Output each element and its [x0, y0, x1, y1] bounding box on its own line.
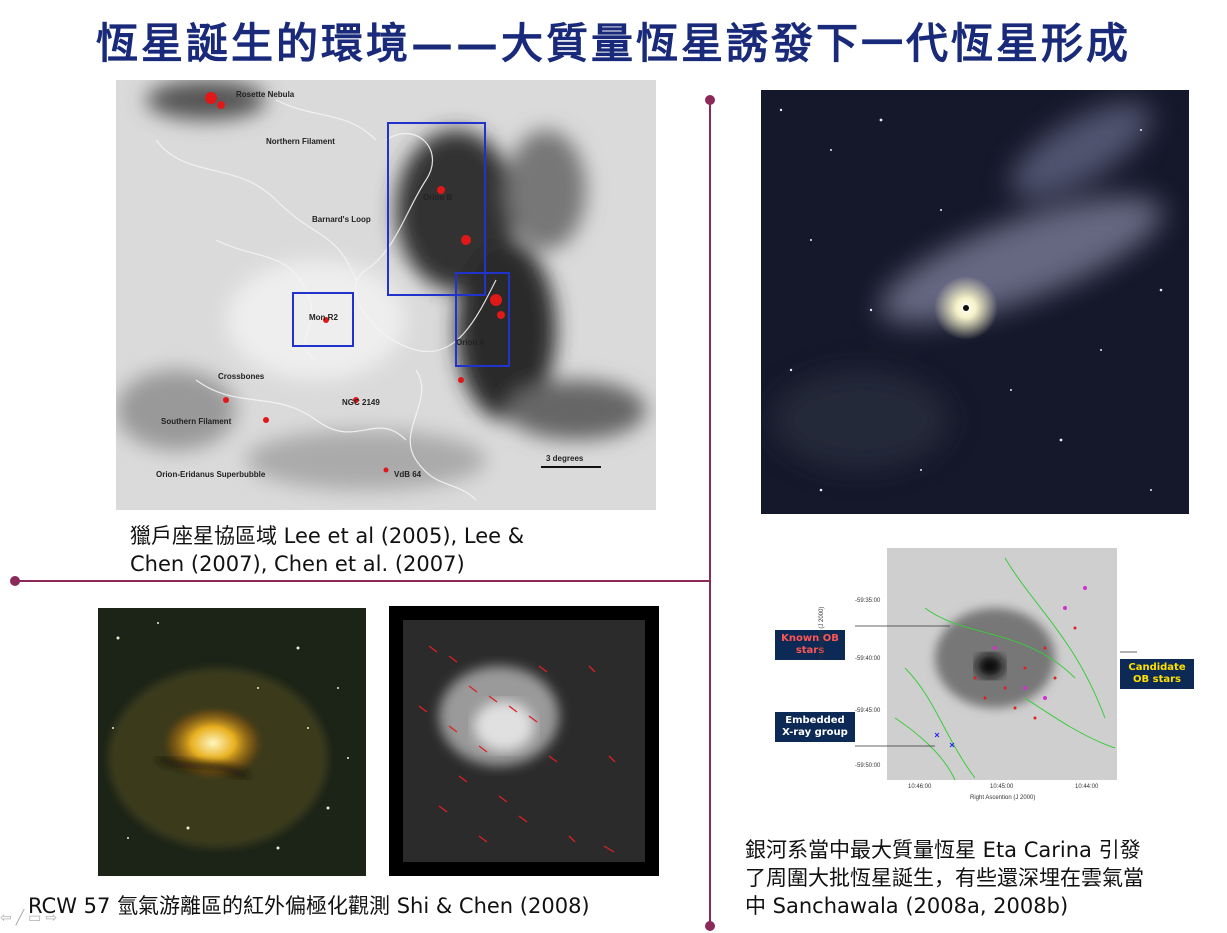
label-northern-filament: Northern Filament	[266, 137, 335, 146]
eta-caption-line3: 中 Sanchawala (2008a, 2008b)	[745, 894, 1069, 918]
slide-nav: ⇦╱▭⇨	[0, 910, 61, 926]
ytick-3: -59:45:00	[855, 708, 881, 714]
legend-known-ob: Known OB stars	[775, 630, 845, 660]
eta-caption-line2: 了周圍大批恆星誕生，有些還深埋在雲氣當	[745, 866, 1144, 890]
eta-carina-image	[761, 90, 1189, 514]
next-arrow-icon[interactable]: ⇨	[45, 910, 62, 926]
menu-icon[interactable]: ▭	[28, 910, 46, 926]
orion-caption-line2: Chen (2007), Chen et al. (2007)	[130, 552, 465, 576]
label-barnards-loop: Barnard's Loop	[312, 215, 371, 224]
divider-dot-bottom	[705, 921, 715, 931]
ytick-2: -59:40:00	[855, 656, 881, 662]
xtick-3: 10:44:00	[1075, 784, 1099, 790]
label-southern-filament: Southern Filament	[161, 417, 232, 426]
slide-title: 恆星誕生的環境——大質量恆星誘發下一代恆星形成	[95, 19, 1131, 68]
rcw57-polarization-image	[389, 606, 659, 876]
label-orion-a: Orion A	[456, 338, 486, 347]
ytick-1: -59:35:00	[855, 598, 881, 604]
horizontal-divider	[14, 580, 710, 582]
orion-caption-line1: 獵戶座星協區域 Lee et al (2005), Lee &	[130, 524, 525, 548]
pen-icon[interactable]: ╱	[15, 910, 29, 926]
prev-arrow-icon[interactable]: ⇦	[0, 910, 16, 926]
label-mon-r2: Mon R2	[309, 313, 338, 322]
ytick-4: -59:50:00	[855, 763, 881, 769]
orion-map-image: Rosette Nebula Northern Filament Barnard…	[116, 80, 656, 510]
eta-caption-line1: 銀河系當中最大質量恆星 Eta Carina 引發	[745, 838, 1141, 862]
label-scale: 3 degrees	[546, 454, 584, 463]
rcw57-caption: RCW 57 氫氣游離區的紅外偏極化觀測 Shi & Chen (2008)	[28, 894, 590, 918]
label-ngc2149: NGC 2149	[342, 398, 380, 407]
orion-caption: 獵戶座星協區域 Lee et al (2005), Lee & Chen (20…	[130, 522, 630, 578]
eta-carina-caption: 銀河系當中最大質量恆星 Eta Carina 引發 了周圍大批恆星誕生，有些還深…	[745, 836, 1225, 920]
eta-carina-chart: Known OB stars Candidate OB stars Embedd…	[775, 548, 1195, 808]
xtick-1: 10:46:00	[908, 784, 932, 790]
label-vdb64: VdB 64	[394, 470, 422, 479]
label-superbubble: Orion-Eridanus Superbubble	[156, 470, 266, 479]
label-orion-b: Orion B	[423, 193, 453, 202]
vertical-divider	[709, 100, 711, 926]
rcw57-infrared-image	[98, 608, 366, 876]
legend-candidate-ob: Candidate OB stars	[1120, 659, 1194, 689]
legend-embedded-xray: Embedded X-ray group	[775, 712, 855, 742]
divider-dot-left	[10, 576, 20, 586]
xlabel: Right Ascention (J 2000)	[970, 795, 1036, 801]
divider-dot-top	[705, 95, 715, 105]
label-crossbones: Crossbones	[218, 372, 265, 381]
xtick-2: 10:45:00	[990, 784, 1014, 790]
label-rosette: Rosette Nebula	[236, 90, 295, 99]
ylabel: Declination (J 2000)	[819, 606, 825, 660]
